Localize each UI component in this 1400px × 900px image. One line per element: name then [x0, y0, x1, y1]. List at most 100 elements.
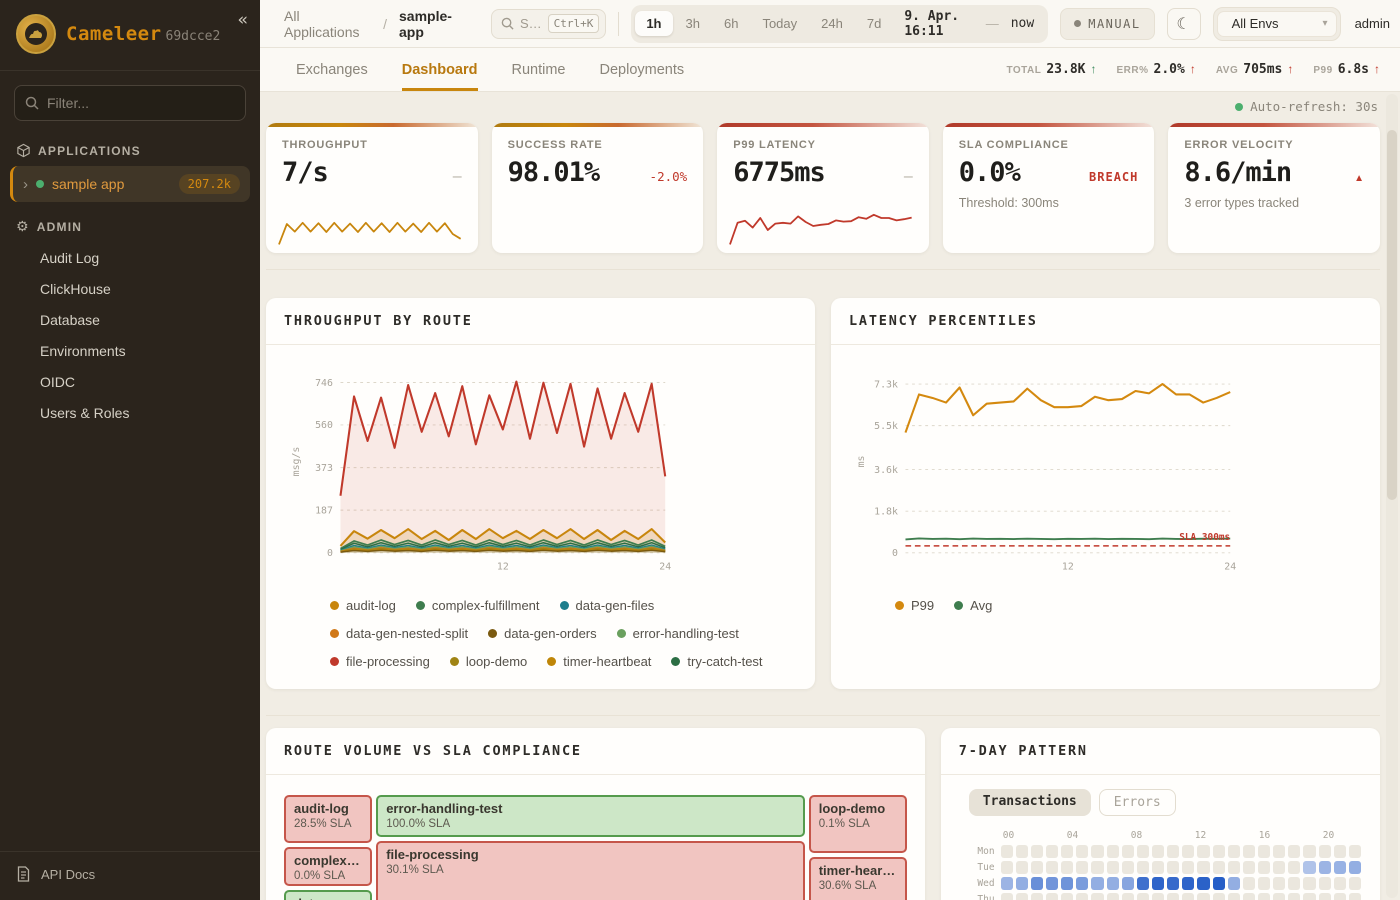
heatmap-cell: [1242, 877, 1255, 891]
bottom-row: ROUTE VOLUME VS SLA COMPLIANCE audit-log…: [266, 716, 1380, 900]
time-range-24h[interactable]: 24h: [821, 16, 843, 31]
dark-mode-toggle[interactable]: ☾: [1166, 7, 1201, 40]
tab-exchanges[interactable]: Exchanges: [296, 61, 368, 78]
treemap-box-timer-heartbeat[interactable]: timer-heartbeat30.6% SLA: [808, 857, 907, 900]
filter-input[interactable]: Filter...: [14, 85, 246, 121]
stat-value: 705ms: [1243, 62, 1283, 77]
heatmap-cell: [1318, 845, 1331, 859]
sidebar-item-environments[interactable]: Environments: [40, 343, 126, 359]
app-title: Cameleer: [66, 23, 162, 45]
refresh-dot-icon: [1235, 102, 1244, 111]
heatmap-cell: [1182, 845, 1195, 859]
heatmap-cell: [1000, 877, 1013, 891]
legend-item-data-gen-orders[interactable]: data-gen-orders: [488, 626, 597, 641]
tab-dashboard[interactable]: Dashboard: [401, 48, 478, 91]
heatmap-cell: [1333, 893, 1346, 900]
time-range-6h[interactable]: 6h: [723, 16, 739, 31]
heatmap-cell: [1045, 861, 1059, 875]
breadcrumb-all-applications[interactable]: All Applications: [284, 7, 360, 40]
legend-item-timer-heartbeat[interactable]: timer-heartbeat: [547, 654, 651, 669]
scrollbar-thumb[interactable]: [1387, 130, 1397, 500]
time-range-3h[interactable]: 3h: [685, 16, 700, 31]
legend-item-p99[interactable]: P99: [895, 598, 934, 613]
sidebar-item-api-docs[interactable]: API Docs: [0, 851, 260, 900]
heatmap-toggle-transactions[interactable]: Transactions: [968, 789, 1091, 817]
moon-icon: ☾: [1176, 15, 1191, 33]
heatmap-cell: [1121, 877, 1134, 891]
heatmap-cell: [1182, 861, 1195, 875]
legend-item-error-handling-test[interactable]: error-handling-test: [616, 626, 739, 641]
kpi-accent-bar: [717, 123, 929, 127]
search-input[interactable]: S… Ctrl+K: [490, 8, 607, 39]
user-name[interactable]: admin: [1354, 16, 1390, 31]
legend-item-avg[interactable]: Avg: [954, 598, 992, 613]
date-to[interactable]: now: [1010, 16, 1035, 31]
tab-deployments[interactable]: Deployments: [599, 61, 685, 78]
kpi-sparkline: [727, 201, 915, 247]
sidebar-collapse-button[interactable]: «: [237, 10, 248, 30]
heatmap-cell: [1061, 861, 1074, 875]
heatmap-cell: [1212, 861, 1225, 875]
heatmap-toggle-errors[interactable]: Errors: [1098, 789, 1176, 817]
legend-label: data-gen-files: [575, 598, 655, 614]
sidebar-item-sample-app[interactable]: › sample app 207.2k: [10, 166, 250, 202]
sidebar-item-audit-log[interactable]: Audit Log: [40, 250, 100, 266]
legend-item-audit-log[interactable]: audit-log: [330, 598, 396, 613]
kpi-delta: ▲: [1354, 173, 1364, 184]
arrow-up-icon: ↑: [1287, 62, 1294, 76]
kpi-sparkline: [276, 201, 464, 247]
heatmap-cell: [1318, 861, 1331, 875]
sidebar-item-database[interactable]: Database: [40, 312, 100, 328]
treemap-box-file-processing[interactable]: file-processing 30.1% SLA: [376, 841, 805, 900]
kpi-delta: -2.0%: [649, 169, 688, 184]
heatmap-cell: [1136, 877, 1149, 891]
date-from[interactable]: 9. Apr. 16:11: [904, 8, 960, 39]
treemap-box-complex-fulfillment[interactable]: complex-fulfillment0.0% SLA: [284, 847, 373, 887]
legend-item-try-catch-test[interactable]: try-catch-test: [671, 654, 763, 670]
kpi-delta: BREACH: [1089, 170, 1139, 184]
legend-label: file-processing: [346, 654, 430, 670]
chevron-right-icon[interactable]: ›: [23, 175, 28, 193]
sidebar-item-oidc[interactable]: OIDC: [40, 374, 75, 390]
treemap-box-audit-log[interactable]: audit-log 28.5% SLA: [284, 795, 373, 844]
environment-select[interactable]: All Envs ▾: [1212, 6, 1341, 41]
vertical-scrollbar[interactable]: [1386, 94, 1398, 898]
svg-text:187: 187: [315, 505, 333, 516]
time-range-today[interactable]: Today: [762, 16, 798, 31]
heatmap-cell: [1015, 877, 1028, 891]
svg-text:373: 373: [315, 463, 333, 474]
heatmap-cell: [1167, 861, 1180, 875]
heatmap-cell: [1151, 861, 1165, 875]
legend-item-data-gen-nested-split[interactable]: data-gen-nested-split: [330, 626, 468, 641]
sidebar-item-users-roles[interactable]: Users & Roles: [40, 405, 130, 421]
treemap-box-loop-demo[interactable]: loop-demo 0.1% SLA: [808, 795, 907, 854]
seven-day-pattern-panel: 7-DAY PATTERN Transactions Errors 00 04 08 1…: [940, 728, 1380, 900]
treemap-box-data-gen-files[interactable]: data-gen-files100.0% SLA: [284, 890, 373, 900]
tab-runtime[interactable]: Runtime: [511, 61, 566, 78]
time-range-7d[interactable]: 7d: [866, 16, 882, 31]
legend-item-file-processing[interactable]: file-processing: [330, 654, 430, 669]
heatmap-cell: [1030, 877, 1043, 891]
heatmap-cell: [1045, 877, 1059, 891]
svg-text:msg/s: msg/s: [291, 447, 302, 477]
panel-title: ROUTE VOLUME VS SLA COMPLIANCE: [284, 743, 582, 760]
time-range-1h[interactable]: 1h: [635, 11, 673, 36]
treemap-box-error-handling-test[interactable]: error-handling-test 100.0% SLA: [376, 795, 805, 838]
manual-dot-icon: [1074, 20, 1082, 27]
heatmap-cell: [1333, 845, 1346, 859]
legend-item-complex-fulfillment[interactable]: complex-fulfillment: [415, 598, 540, 613]
heatmap-cell: [1091, 877, 1104, 891]
heatmap-cell: [1121, 893, 1134, 900]
legend-label: try-catch-test: [687, 654, 763, 670]
heatmap-cell: [1212, 893, 1225, 900]
heatmap-cell: [1106, 893, 1119, 900]
legend-item-loop-demo[interactable]: loop-demo: [449, 654, 527, 669]
heatmap-cell: [1000, 893, 1013, 900]
legend-item-data-gen-files[interactable]: data-gen-files: [559, 598, 655, 614]
sidebar-item-clickhouse[interactable]: ClickHouse: [40, 281, 111, 297]
legend-dot-icon: [488, 629, 498, 639]
legend-label: timer-heartbeat: [563, 654, 652, 670]
heatmap-cell: [1061, 893, 1074, 900]
seven-day-heatmap: 000408121620MonTueWedThuFriSat: [963, 830, 1364, 900]
manual-mode-button[interactable]: MANUAL: [1060, 7, 1155, 40]
